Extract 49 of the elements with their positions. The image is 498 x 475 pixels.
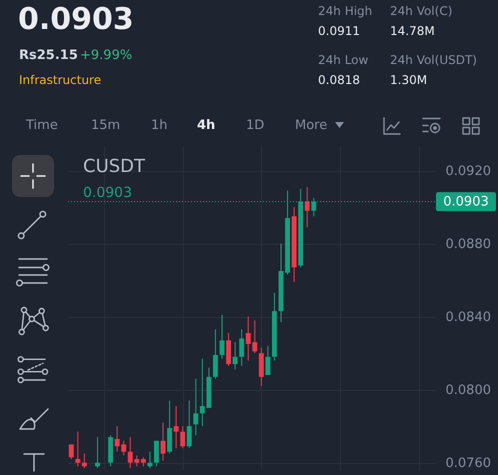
candlestick: [186, 400, 192, 449]
candlestick: [75, 431, 80, 467]
text: Infrastructure: [19, 73, 102, 87]
candlestick: [154, 440, 159, 467]
text: More: [295, 118, 328, 133]
text: 15m: [91, 118, 120, 133]
candlestick: [167, 400, 172, 454]
candlestick: [68, 444, 74, 460]
candlestick: [252, 320, 258, 354]
text: 24h Low: [318, 53, 368, 67]
y-tick-label: 0.0760: [446, 456, 491, 472]
candlestick: [213, 328, 218, 380]
text: 24h Vol(USDT): [390, 53, 477, 67]
text: 0.0903: [443, 194, 489, 210]
candlestick: [220, 314, 224, 360]
text: Time: [26, 118, 58, 133]
candlestick: [304, 186, 310, 228]
y-tick-label: 0.0840: [446, 310, 491, 326]
candlestick: [239, 328, 244, 366]
text: 1D: [246, 118, 264, 133]
candlestick: [193, 378, 198, 436]
candlestick: [160, 422, 166, 462]
text: +9.99%: [80, 48, 132, 63]
candlestick: [128, 436, 133, 469]
candlestick: [95, 436, 100, 469]
candlestick: [226, 332, 232, 366]
candlestick: [147, 451, 152, 469]
y-tick-label: 0.0880: [446, 237, 491, 252]
text: 0.0903: [18, 2, 134, 37]
y-tick-label: 0.0800: [446, 383, 491, 398]
text: CUSDT: [83, 156, 146, 177]
text: Rs25.15: [19, 48, 78, 63]
text: 0.0818: [318, 73, 360, 87]
y-tick-label: 0.0920: [446, 164, 491, 180]
text: 24h High: [318, 4, 372, 18]
text: 4h: [197, 118, 216, 133]
text: 0.0911: [318, 24, 360, 38]
candlestick: [246, 316, 251, 361]
text: 24h Vol(C): [390, 4, 452, 18]
candlestick: [232, 342, 238, 370]
candlestick: [265, 345, 270, 376]
candlestick: [180, 426, 186, 449]
text: 1h: [151, 118, 168, 133]
candlestick: [258, 347, 264, 387]
ref-line-label: 0.0903: [83, 185, 132, 201]
candlestick: [82, 453, 87, 469]
text: 1.30M: [390, 73, 428, 87]
text: 14.78M: [390, 24, 435, 38]
candlestick: [174, 406, 179, 449]
